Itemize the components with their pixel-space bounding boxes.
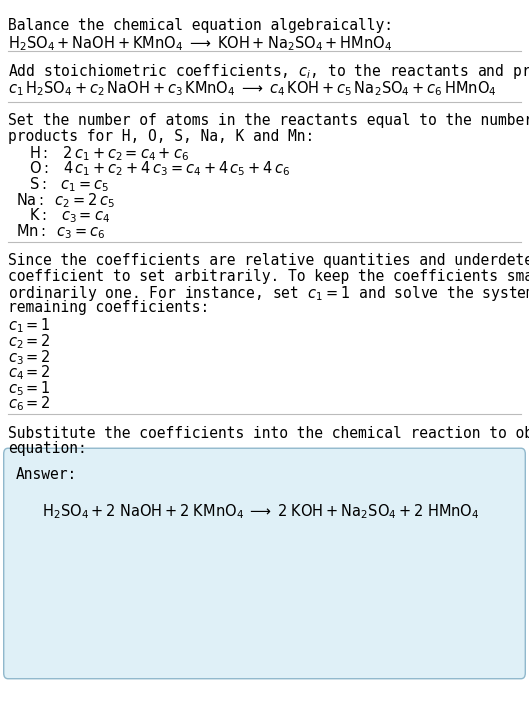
Text: $c_1\,\mathrm{H_2SO_4} + c_2\,\mathrm{NaOH} + c_3\,\mathrm{KMnO_4} \;\longrighta: $c_1\,\mathrm{H_2SO_4} + c_2\,\mathrm{Na… <box>8 79 497 98</box>
Text: $\mathrm{Mn:}\;\; c_3 = c_6$: $\mathrm{Mn:}\;\; c_3 = c_6$ <box>16 222 105 240</box>
Text: $c_5 = 1$: $c_5 = 1$ <box>8 379 51 397</box>
Text: $\mathrm{S:}\;\;\; c_1 = c_5$: $\mathrm{S:}\;\;\; c_1 = c_5$ <box>29 175 110 194</box>
Text: $\mathrm{H_2SO_4 + 2\;NaOH + 2\;KMnO_4 \;\longrightarrow\; 2\;KOH + Na_2SO_4 + 2: $\mathrm{H_2SO_4 + 2\;NaOH + 2\;KMnO_4 \… <box>42 502 480 520</box>
Text: $\mathrm{H:}\;\;\; 2\,c_1 + c_2 = c_4 + c_6$: $\mathrm{H:}\;\;\; 2\,c_1 + c_2 = c_4 + … <box>29 144 189 163</box>
Text: Balance the chemical equation algebraically:: Balance the chemical equation algebraica… <box>8 18 393 33</box>
Text: products for H, O, S, Na, K and Mn:: products for H, O, S, Na, K and Mn: <box>8 129 314 144</box>
FancyBboxPatch shape <box>4 448 525 679</box>
Text: Substitute the coefficients into the chemical reaction to obtain the balanced: Substitute the coefficients into the che… <box>8 426 529 440</box>
Text: $c_3 = 2$: $c_3 = 2$ <box>8 348 51 366</box>
Text: $c_1 = 1$: $c_1 = 1$ <box>8 317 51 335</box>
Text: $\mathrm{H_2SO_4 + NaOH + KMnO_4 \;\longrightarrow\; KOH + Na_2SO_4 + HMnO_4}$: $\mathrm{H_2SO_4 + NaOH + KMnO_4 \;\long… <box>8 34 393 52</box>
Text: $c_2 = 2$: $c_2 = 2$ <box>8 332 51 351</box>
Text: Since the coefficients are relative quantities and underdetermined, choose a: Since the coefficients are relative quan… <box>8 253 529 268</box>
Text: ordinarily one. For instance, set $c_1 = 1$ and solve the system of equations fo: ordinarily one. For instance, set $c_1 =… <box>8 284 529 303</box>
Text: $\mathrm{K:}\;\;\; c_3 = c_4$: $\mathrm{K:}\;\;\; c_3 = c_4$ <box>29 206 110 225</box>
Text: coefficient to set arbitrarily. To keep the coefficients small, the arbitrary va: coefficient to set arbitrarily. To keep … <box>8 269 529 284</box>
Text: remaining coefficients:: remaining coefficients: <box>8 300 209 315</box>
Text: $\mathrm{Na:}\;\; c_2 = 2\,c_5$: $\mathrm{Na:}\;\; c_2 = 2\,c_5$ <box>16 191 115 209</box>
Text: equation:: equation: <box>8 441 87 456</box>
Text: $c_4 = 2$: $c_4 = 2$ <box>8 363 51 382</box>
Text: Add stoichiometric coefficients, $c_i$, to the reactants and products:: Add stoichiometric coefficients, $c_i$, … <box>8 62 529 81</box>
Text: $c_6 = 2$: $c_6 = 2$ <box>8 395 51 413</box>
Text: Set the number of atoms in the reactants equal to the number of atoms in the: Set the number of atoms in the reactants… <box>8 113 529 128</box>
Text: Answer:: Answer: <box>16 467 77 481</box>
Text: $\mathrm{O:}\;\;\; 4\,c_1 + c_2 + 4\,c_3 = c_4 + 4\,c_5 + 4\,c_6$: $\mathrm{O:}\;\;\; 4\,c_1 + c_2 + 4\,c_3… <box>29 160 290 178</box>
